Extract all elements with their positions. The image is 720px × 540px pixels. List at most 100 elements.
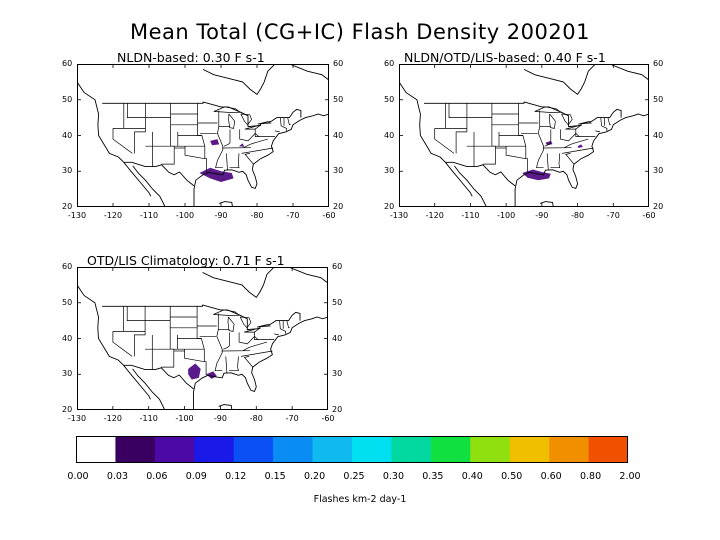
colorbar-tick-label: 0.25 [343, 471, 365, 482]
coastline [609, 64, 649, 81]
lon-tick-label: -80 [249, 414, 263, 423]
lon-tick-label: -110 [139, 414, 158, 423]
state-boundary [112, 331, 133, 357]
lat-tick-label-left: 30 [62, 166, 73, 176]
lat-tick-label-left: 20 [62, 202, 73, 211]
lon-tick-label: -60 [321, 414, 335, 423]
lat-tick-label-left: 50 [62, 297, 73, 307]
colorbar-tick-label: 0.30 [382, 471, 404, 482]
lon-tick-label: -120 [425, 211, 444, 220]
state-boundary [434, 128, 455, 154]
coastline [77, 81, 152, 197]
map-frame [77, 267, 328, 410]
coastline [539, 201, 554, 207]
colorbar-swatch [430, 436, 471, 463]
national-border [445, 161, 516, 187]
state-boundary [505, 146, 526, 160]
colorbar-tick-label: 2.00 [619, 471, 641, 482]
panel-title: NLDN/OTD/LIS-based: 0.40 F s-1 [404, 50, 606, 65]
colorbar-swatch [115, 436, 156, 463]
nldn-otd-lis-map-panel: NLDN/OTD/LIS-based: 0.40 F s-1 -130 -120 -1… [384, 50, 663, 220]
state-boundary [243, 356, 254, 368]
lake-outline [561, 113, 573, 126]
state-boundary [225, 356, 228, 374]
state-boundary [223, 332, 230, 350]
state-boundary [196, 306, 207, 376]
state-boundary [254, 336, 259, 340]
coastline [399, 81, 473, 197]
lat-tick-label-right: 50 [332, 297, 343, 307]
national-border [424, 101, 525, 104]
colorbar-swatch [470, 436, 511, 463]
lon-tick-label: -60 [322, 211, 336, 220]
state-boundary [127, 103, 146, 118]
colorbar-tick-label: 0.80 [579, 471, 602, 482]
state-boundary [244, 153, 254, 165]
map-plot [399, 64, 649, 207]
coastline [193, 169, 258, 207]
colorbar-tick-label: 0.00 [67, 471, 89, 482]
national-border [523, 101, 622, 128]
colorbar-swatch [273, 436, 313, 463]
lon-tick-label: -110 [461, 211, 480, 220]
state-boundary [161, 306, 175, 368]
lat-tick-label-left: 60 [62, 262, 73, 271]
colorbar-swatch [154, 436, 195, 463]
lon-tick-label: -70 [286, 211, 300, 220]
coastline [218, 404, 233, 410]
map-frame [77, 64, 329, 207]
state-boundary [242, 341, 268, 352]
state-boundary [240, 350, 273, 357]
lake-outline [227, 316, 235, 332]
lon-tick-label: -100 [175, 414, 194, 423]
colorbar-swatch [588, 436, 628, 463]
coastline [132, 165, 166, 207]
lat-tick-label-right: 60 [653, 59, 664, 68]
lon-tick-label: -80 [250, 211, 264, 220]
lat-tick-label-left: 20 [384, 202, 395, 211]
lake-outline [213, 309, 241, 316]
lake-outline [213, 106, 242, 113]
colorbar-units: Flashes km-2 day-1 [313, 494, 407, 505]
state-boundary [518, 103, 528, 173]
lat-tick-label-right: 30 [653, 166, 664, 176]
coastline [77, 284, 151, 400]
state-boundary [229, 356, 239, 372]
lat-tick-label-right: 50 [653, 94, 664, 104]
lat-tick-label-left: 40 [62, 333, 73, 343]
otd-lis-climatology-map-panel: OTD/LIS Climatology: 0.71 F s-1 -130 -120 -… [62, 253, 342, 423]
lake-outline [256, 324, 272, 328]
panel-title: OTD/LIS Climatology: 0.71 F s-1 [87, 253, 285, 268]
lat-tick-label-right: 40 [653, 130, 664, 140]
lake-outline [565, 124, 582, 130]
lat-tick-label-left: 50 [384, 94, 395, 104]
lake-outline [534, 106, 562, 113]
state-boundary [112, 128, 133, 154]
lon-tick-label: -130 [389, 211, 409, 220]
state-boundary [575, 128, 596, 137]
state-boundary [226, 153, 228, 171]
state-boundary [595, 130, 601, 133]
lake-outline [228, 113, 236, 129]
state-boundary [536, 110, 544, 169]
state-boundary [238, 332, 255, 345]
colorbar-tick-label: 0.35 [422, 471, 444, 482]
lat-tick-label-right: 20 [333, 202, 344, 211]
lat-tick-label-right: 60 [332, 262, 343, 271]
colorbar-swatch [233, 436, 274, 463]
lon-tick-label: -90 [213, 414, 227, 423]
colorbar-tick-label: 0.12 [225, 471, 247, 482]
lat-tick-label-right: 30 [333, 166, 344, 176]
lake-outline [239, 316, 252, 329]
lon-tick-label: -70 [285, 414, 299, 423]
lat-tick-label-left: 30 [62, 369, 73, 379]
coastline [219, 201, 233, 207]
lat-tick-label-right: 60 [333, 59, 344, 68]
state-boundary [575, 133, 580, 137]
state-boundary [280, 117, 287, 131]
lat-tick-label-left: 50 [62, 94, 73, 104]
state-boundary [214, 313, 223, 372]
colorbar-tick-label: 0.60 [540, 471, 562, 482]
state-boundary [126, 306, 146, 321]
colorbar-tick-label: 0.20 [303, 471, 326, 482]
